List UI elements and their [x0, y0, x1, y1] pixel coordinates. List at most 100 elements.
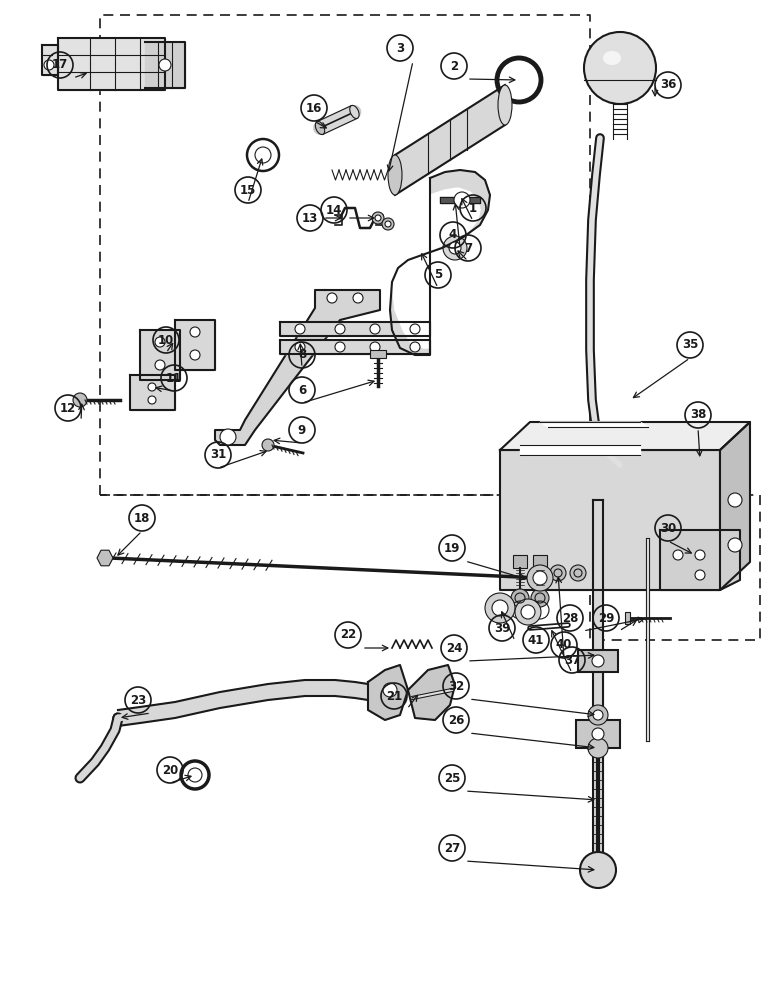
Circle shape	[155, 360, 165, 370]
Polygon shape	[578, 650, 618, 672]
Text: 32: 32	[448, 680, 464, 692]
Text: 38: 38	[690, 408, 706, 422]
Polygon shape	[280, 322, 430, 336]
Circle shape	[335, 324, 345, 334]
Circle shape	[44, 60, 54, 70]
Polygon shape	[625, 612, 630, 624]
Circle shape	[335, 342, 345, 352]
Text: 13: 13	[302, 212, 318, 225]
Text: 39: 39	[494, 621, 510, 635]
Text: 4: 4	[449, 229, 457, 241]
Text: 3: 3	[396, 41, 404, 54]
Text: 7: 7	[464, 241, 472, 254]
Circle shape	[159, 59, 171, 71]
Circle shape	[592, 655, 604, 667]
Text: 2: 2	[450, 60, 458, 73]
Ellipse shape	[388, 155, 402, 195]
Polygon shape	[175, 320, 215, 370]
Ellipse shape	[603, 51, 621, 65]
Circle shape	[372, 212, 384, 224]
Circle shape	[382, 218, 394, 230]
Polygon shape	[390, 170, 490, 355]
Circle shape	[521, 605, 535, 619]
Polygon shape	[58, 38, 165, 90]
Circle shape	[531, 589, 549, 607]
Text: 6: 6	[298, 383, 306, 396]
Circle shape	[449, 242, 461, 254]
Circle shape	[148, 383, 156, 391]
Circle shape	[728, 493, 742, 507]
Text: 27: 27	[444, 842, 460, 854]
Polygon shape	[280, 340, 430, 354]
Text: 15: 15	[240, 184, 256, 196]
Text: 8: 8	[298, 349, 306, 361]
Text: 23: 23	[130, 694, 146, 706]
Polygon shape	[520, 445, 640, 455]
Ellipse shape	[350, 105, 359, 119]
Text: 14: 14	[326, 204, 342, 217]
Text: 40: 40	[556, 639, 572, 652]
Text: 24: 24	[445, 642, 462, 654]
Text: 35: 35	[682, 338, 698, 352]
Circle shape	[580, 852, 616, 888]
Text: 30: 30	[660, 522, 676, 534]
Polygon shape	[368, 665, 408, 720]
Text: 26: 26	[448, 714, 464, 726]
Circle shape	[190, 327, 200, 337]
Polygon shape	[513, 555, 527, 568]
Text: 21: 21	[386, 690, 402, 702]
Text: 11: 11	[166, 371, 182, 384]
Circle shape	[220, 429, 236, 445]
Polygon shape	[130, 375, 175, 410]
Text: 12: 12	[60, 401, 76, 414]
Circle shape	[695, 550, 705, 560]
Circle shape	[327, 293, 337, 303]
Circle shape	[385, 221, 391, 227]
Circle shape	[410, 342, 420, 352]
Text: 31: 31	[210, 448, 226, 462]
Text: 29: 29	[598, 611, 615, 624]
Polygon shape	[576, 720, 620, 748]
Text: 41: 41	[528, 634, 544, 647]
Text: 37: 37	[564, 654, 580, 666]
Polygon shape	[395, 85, 505, 195]
Circle shape	[511, 589, 529, 607]
Circle shape	[190, 350, 200, 360]
Text: 16: 16	[306, 102, 322, 114]
Circle shape	[695, 570, 705, 580]
Text: 10: 10	[158, 334, 174, 347]
Text: 20: 20	[162, 764, 178, 776]
Circle shape	[454, 192, 470, 208]
Circle shape	[550, 565, 566, 581]
Polygon shape	[440, 197, 480, 203]
Text: 9: 9	[298, 424, 306, 436]
Circle shape	[370, 342, 380, 352]
Circle shape	[728, 538, 742, 552]
Circle shape	[262, 439, 274, 451]
Circle shape	[485, 593, 515, 623]
Circle shape	[410, 324, 420, 334]
Circle shape	[353, 293, 363, 303]
Text: 25: 25	[444, 772, 460, 784]
Circle shape	[584, 32, 656, 104]
Circle shape	[375, 215, 381, 221]
Polygon shape	[392, 188, 480, 348]
Polygon shape	[500, 422, 750, 450]
Text: 22: 22	[340, 629, 356, 642]
Circle shape	[593, 710, 603, 720]
Circle shape	[443, 236, 467, 260]
Polygon shape	[660, 530, 740, 590]
Polygon shape	[540, 422, 648, 427]
Polygon shape	[42, 45, 58, 75]
Circle shape	[527, 565, 553, 591]
Circle shape	[73, 393, 87, 407]
Ellipse shape	[498, 85, 512, 125]
Circle shape	[588, 705, 608, 725]
Polygon shape	[408, 665, 455, 720]
Circle shape	[515, 599, 541, 625]
Circle shape	[592, 728, 604, 740]
Polygon shape	[145, 42, 185, 88]
Ellipse shape	[315, 121, 325, 135]
Circle shape	[295, 342, 305, 352]
Circle shape	[570, 565, 586, 581]
